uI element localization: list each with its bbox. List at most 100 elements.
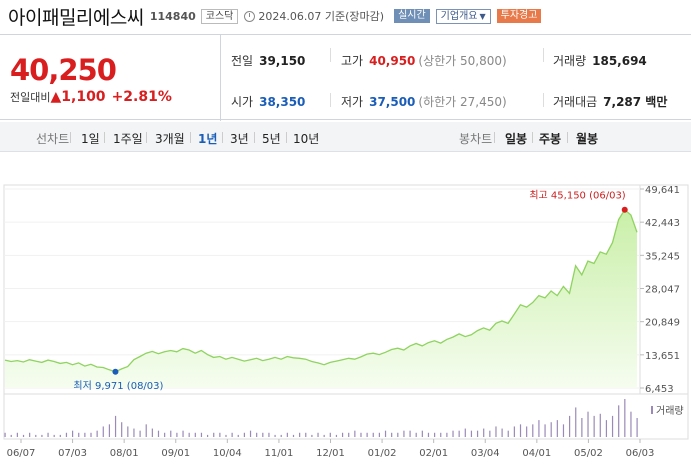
chart-frame <box>3 184 689 440</box>
open-cell: 시가 38,350 <box>231 93 305 110</box>
volume-bar <box>519 424 522 437</box>
divider <box>286 132 287 143</box>
period-10y[interactable]: 10년 <box>293 132 320 146</box>
y-tick-label: 13,651 <box>645 351 680 362</box>
candle-weekly[interactable]: 주봉 <box>539 132 562 146</box>
x-tick-label: 01/02 <box>368 448 397 459</box>
volume-bar <box>4 432 6 437</box>
volume-bar <box>440 432 442 437</box>
high-value: 40,950 <box>369 54 416 68</box>
volume-bar <box>427 432 430 437</box>
volume-bar <box>513 426 515 437</box>
current-price: 40,250 <box>10 53 117 87</box>
volume-bar <box>384 430 387 437</box>
volume-bar <box>237 434 239 437</box>
volume-bar <box>243 432 246 437</box>
divider <box>222 132 223 143</box>
low-cell: 저가 37,500 (하한가 27,450) <box>341 93 507 110</box>
volume-bar <box>262 432 264 437</box>
divider <box>220 35 221 121</box>
volume-bar <box>630 411 632 437</box>
period-1w[interactable]: 1주일 <box>113 132 143 146</box>
min-point <box>112 368 119 375</box>
volume-bar <box>145 424 147 437</box>
open-value: 38,350 <box>259 95 306 109</box>
volume-bar <box>556 420 558 437</box>
period-3y[interactable]: 3년 <box>230 132 249 146</box>
volume-bar <box>526 426 528 437</box>
volume-bar <box>213 432 215 437</box>
candle-monthly[interactable]: 월봉 <box>576 132 599 146</box>
volume-bar <box>35 434 37 437</box>
volume-bar <box>476 430 479 437</box>
realtime-button[interactable]: 실시간 <box>394 9 430 23</box>
price-panel: 40,250 전일대비▲1,100 +2.81% 전일 39,150 고가 40,95… <box>0 34 691 121</box>
line-chart-label: 선차트 <box>36 132 70 146</box>
market-badge: 코스닥 <box>200 8 239 24</box>
x-tick-label: 04/01 <box>522 448 551 459</box>
volume-label: 거래량 <box>553 54 587 68</box>
volume-bar <box>268 432 270 437</box>
x-tick-label: 11/01 <box>265 448 294 459</box>
period-3m[interactable]: 3개월 <box>155 132 185 146</box>
divider <box>532 132 533 143</box>
volume-bar <box>587 411 589 437</box>
divider <box>543 48 544 62</box>
period-1y[interactable]: 1년 <box>198 132 218 146</box>
volume-bar <box>78 432 80 437</box>
x-tick-label: 10/04 <box>213 448 242 459</box>
y-tick-label: 49,641 <box>645 185 680 196</box>
volume-bar <box>470 430 473 437</box>
x-tick-label: 07/03 <box>58 448 87 459</box>
volume-bar <box>397 432 399 437</box>
company-info-label: 기업개요 <box>440 10 478 22</box>
divider <box>567 132 568 143</box>
volume-bar <box>611 415 614 437</box>
volume-bar <box>636 418 638 437</box>
price-chart-svg: 49,641 42,443 35,245 28,047 20,849 13,651 6,45… <box>3 184 689 459</box>
candle-daily[interactable]: 일봉 <box>505 132 528 146</box>
low-value: 37,500 <box>369 95 416 109</box>
y-tick-label: 35,245 <box>645 251 680 262</box>
volume-bar <box>139 430 141 437</box>
x-tick-label: 05/02 <box>574 448 603 459</box>
y-tick-label: 42,443 <box>645 218 680 229</box>
upper-limit: (상한가 50,800) <box>418 54 507 68</box>
min-label: 최저 9,971 (08/03) <box>73 380 163 392</box>
volume-bar <box>581 418 583 437</box>
volume-bar <box>53 434 55 437</box>
company-info-dropdown[interactable]: 기업개요 ▼ <box>435 8 491 24</box>
x-tick-label: 09/01 <box>161 448 190 459</box>
volume-bar <box>59 434 61 437</box>
volume-legend-label: 거래량 <box>656 405 684 417</box>
prev-close-label: 전일 <box>231 54 254 68</box>
volume-bar <box>501 428 503 437</box>
change-percent: +2.81% <box>111 89 172 105</box>
period-5y[interactable]: 5년 <box>262 132 281 146</box>
period-1d[interactable]: 1일 <box>81 132 100 146</box>
volume-bar <box>415 432 417 437</box>
volume-bar <box>29 432 31 437</box>
x-tick-label: 08/01 <box>110 448 139 459</box>
volume-bar <box>194 432 196 437</box>
volume-bar <box>618 405 620 437</box>
volume-bar <box>249 430 252 437</box>
volume-bar <box>593 415 595 437</box>
volume-bar <box>341 432 344 437</box>
volume-bar <box>16 432 18 437</box>
volume-value: 185,694 <box>592 54 647 68</box>
volume-bar <box>489 430 491 437</box>
up-arrow-icon: ▲ <box>50 89 62 105</box>
volume-legend-swatch <box>651 406 653 414</box>
volume-bar <box>170 430 172 437</box>
divider <box>330 48 331 62</box>
divider <box>104 132 105 143</box>
high-cell: 고가 40,950 (상한가 50,800) <box>341 52 507 69</box>
chevron-down-icon: ▼ <box>479 11 486 21</box>
volume-bar <box>96 430 98 437</box>
change-label: 전일대비 <box>10 91 51 104</box>
volume-bar <box>188 432 190 437</box>
volume-bar <box>575 407 577 437</box>
volume-bar <box>403 430 405 437</box>
volume-bar <box>71 430 74 437</box>
